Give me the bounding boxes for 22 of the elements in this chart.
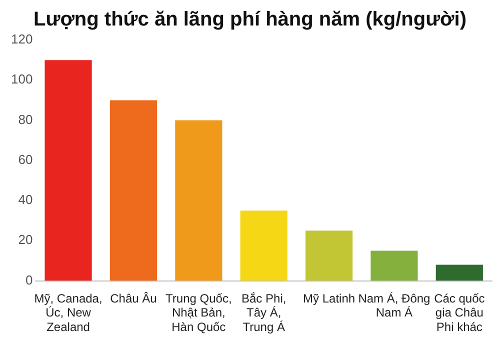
y-tick-label: 100 (10, 72, 33, 87)
x-tick-label: Bắc Phi, Tây Á, Trung Á (241, 291, 286, 334)
bar (175, 120, 222, 281)
bar (44, 60, 92, 281)
y-tick-label: 60 (18, 152, 33, 167)
y-tick-label: 120 (10, 32, 33, 47)
bar (305, 230, 353, 281)
x-tick-label: Trung Quốc, Nhật Bản, Hàn Quốc (166, 291, 232, 334)
x-tick-label: Châu Âu (110, 291, 157, 306)
bar (110, 100, 158, 281)
x-tick-label: Nam Á, Đông Nam Á (358, 291, 430, 320)
bar (240, 210, 288, 281)
y-tick-label: 0 (25, 272, 33, 288)
y-tick-label: 20 (18, 232, 33, 248)
y-tick-label: 40 (18, 192, 33, 208)
chart-title: Lượng thức ăn lãng phí hàng năm (kg/người) (34, 8, 466, 31)
bar (370, 250, 418, 281)
x-tick-label: Mỹ, Canada, Úc, New Zealand (34, 291, 102, 334)
y-tick-label: 80 (18, 112, 33, 127)
bar (436, 264, 483, 281)
x-tick-label: Mỹ Latinh (303, 291, 356, 306)
x-tick-label: Các quốc gia Châu Phi khác (434, 291, 485, 334)
